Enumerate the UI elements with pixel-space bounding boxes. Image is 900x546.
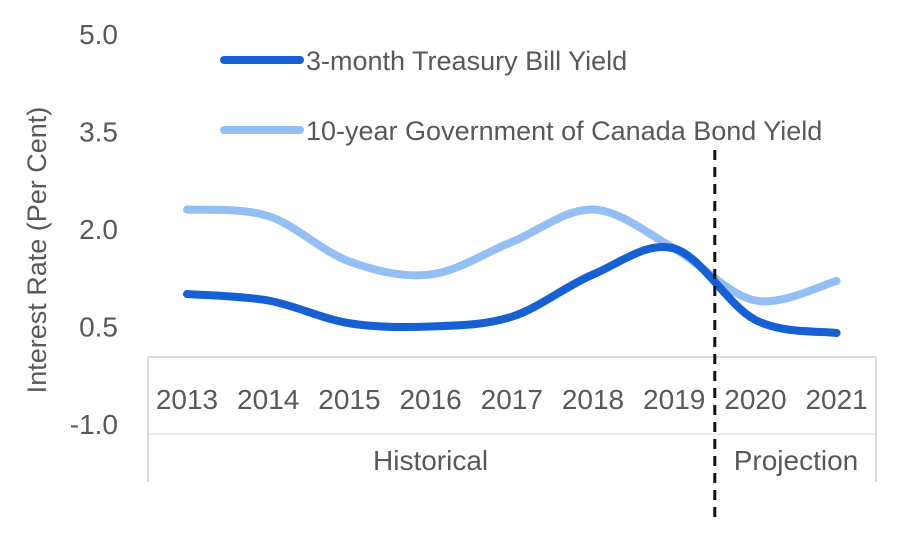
x-axis-categories: 2013 2014 2015 2016 2017 2018 2019 2020 2021: [156, 384, 868, 415]
y-tick-label: 2.0: [79, 214, 118, 245]
y-axis-ticks: 5.0 3.5 2.0 0.5 -1.0: [70, 19, 118, 440]
x-tick-label: 2021: [805, 384, 867, 415]
y-tick-label: 0.5: [79, 312, 118, 343]
series-lines: [183, 205, 841, 337]
x-tick-label: 2018: [562, 384, 624, 415]
x-tick-label: 2020: [724, 384, 786, 415]
y-tick-label: 5.0: [79, 19, 118, 50]
x-group-label: Historical: [373, 445, 488, 476]
x-axis-groups: Historical Projection: [373, 445, 858, 476]
y-tick-label: 3.5: [79, 117, 118, 148]
x-tick-label: 2014: [237, 384, 299, 415]
series-line-bond: [183, 205, 841, 306]
legend: 3-month Treasury Bill Yield 10-year Gover…: [220, 46, 822, 146]
series-line-tbill: [183, 243, 841, 337]
legend-label: 3-month Treasury Bill Yield: [306, 46, 627, 76]
legend-label: 10-year Government of Canada Bond Yield: [306, 116, 822, 146]
chart-frame: [147, 356, 877, 482]
x-group-label: Projection: [734, 445, 859, 476]
x-tick-label: 2016: [399, 384, 461, 415]
x-tick-label: 2015: [318, 384, 380, 415]
y-axis-label: Interest Rate (Per Cent): [22, 107, 52, 394]
x-tick-label: 2017: [481, 384, 543, 415]
x-tick-label: 2019: [643, 384, 705, 415]
y-tick-label: -1.0: [70, 409, 118, 440]
x-tick-label: 2013: [156, 384, 218, 415]
